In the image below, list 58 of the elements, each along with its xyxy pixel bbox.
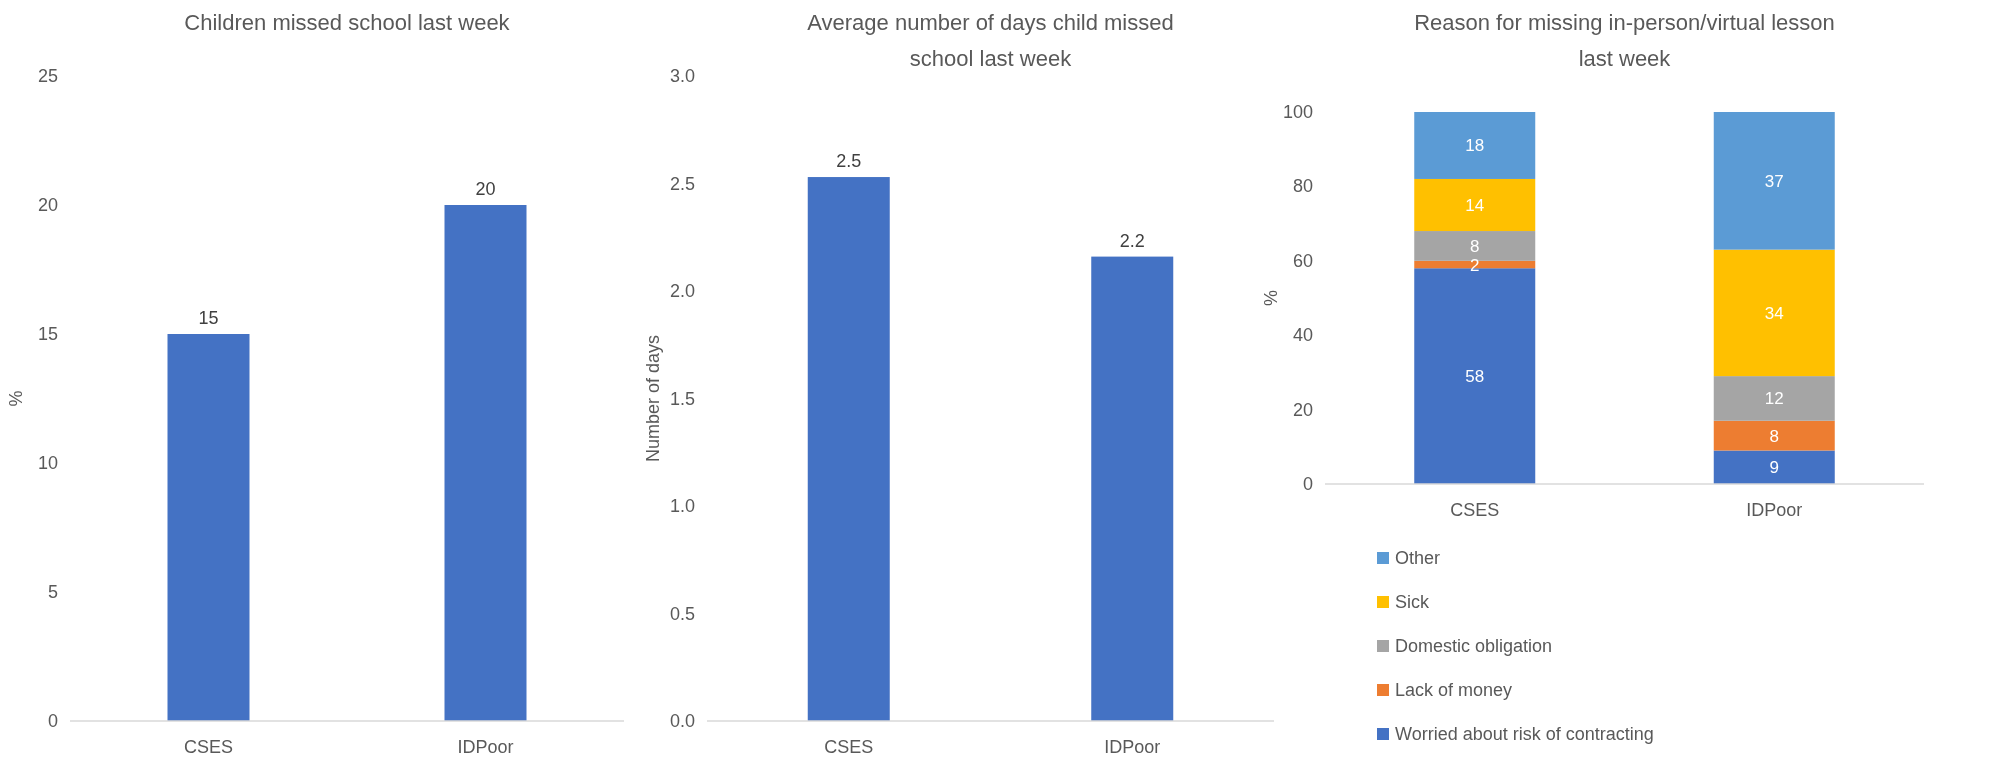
bar [1414, 231, 1536, 261]
data-label: 12 [1764, 389, 1784, 409]
y-tick-label: 40 [1292, 325, 1313, 346]
bar [1414, 260, 1536, 269]
y-tick-label: 1.0 [669, 496, 695, 516]
y-tick-label: 0.0 [669, 711, 695, 731]
data-label: 8 [1470, 236, 1480, 256]
y-tick-label: 0.5 [669, 603, 695, 624]
y-axis-title: % [1261, 289, 1281, 307]
chart-title: Reason for missing in-person/virtual lesson last week [1414, 10, 1835, 71]
bar [1713, 249, 1835, 377]
legend-label: Sick [1395, 592, 1430, 612]
bar [1713, 450, 1835, 484]
data-label: 9 [1769, 458, 1779, 478]
y-tick-label: 80 [1292, 176, 1313, 197]
chart-title: Average number of days child missed school last week [807, 10, 1174, 71]
bar [1414, 112, 1536, 179]
data-label: 15 [198, 308, 219, 328]
x-tick-label: CSES [1450, 500, 1500, 520]
y-tick-label: 100 [1282, 102, 1313, 122]
legend-label: Domestic obligation [1395, 636, 1553, 656]
y-tick-label: 1.5 [669, 388, 695, 409]
y-tick-label: 20 [37, 195, 58, 215]
data-label: 2.5 [836, 151, 862, 172]
chart-title: Children missed school last week [184, 10, 511, 35]
data-label: 14 [1465, 196, 1485, 215]
y-tick-label: 60 [1292, 250, 1313, 271]
data-label: 34 [1764, 303, 1784, 323]
data-label: 18 [1465, 136, 1485, 156]
x-tick-label: CSES [824, 737, 874, 757]
y-tick-label: 2.0 [669, 281, 695, 301]
y-tick-label: 25 [37, 66, 58, 86]
data-label: 58 [1465, 367, 1485, 387]
bar [1713, 376, 1835, 421]
y-axis-title: % [6, 390, 26, 407]
y-tick-label: 2.5 [669, 173, 695, 194]
data-label: 37 [1764, 171, 1784, 191]
x-tick-label: IDPoor [1104, 737, 1161, 757]
data-label: 2.2 [1119, 230, 1145, 251]
bar [1414, 178, 1536, 232]
y-tick-label: 15 [37, 324, 58, 344]
bar [1713, 420, 1835, 451]
y-axis-title: Number of days [643, 334, 663, 463]
y-tick-label: 0 [47, 711, 58, 731]
legend-label: Lack of money [1395, 680, 1513, 700]
x-tick-label: IDPoor [457, 737, 514, 757]
y-tick-label: 20 [1292, 399, 1313, 420]
y-tick-label: 0 [1302, 474, 1313, 494]
y-tick-label: 5 [47, 582, 58, 602]
y-tick-label: 3.0 [669, 66, 695, 86]
data-label: 20 [475, 179, 496, 199]
legend-label: Worried about risk of contracting [1395, 724, 1654, 744]
y-tick-label: 10 [37, 453, 58, 473]
x-tick-label: CSES [183, 737, 234, 757]
bar [1713, 112, 1835, 250]
legend-label: Other [1395, 548, 1441, 568]
data-label: 8 [1769, 426, 1779, 446]
x-tick-label: IDPoor [1746, 500, 1803, 520]
